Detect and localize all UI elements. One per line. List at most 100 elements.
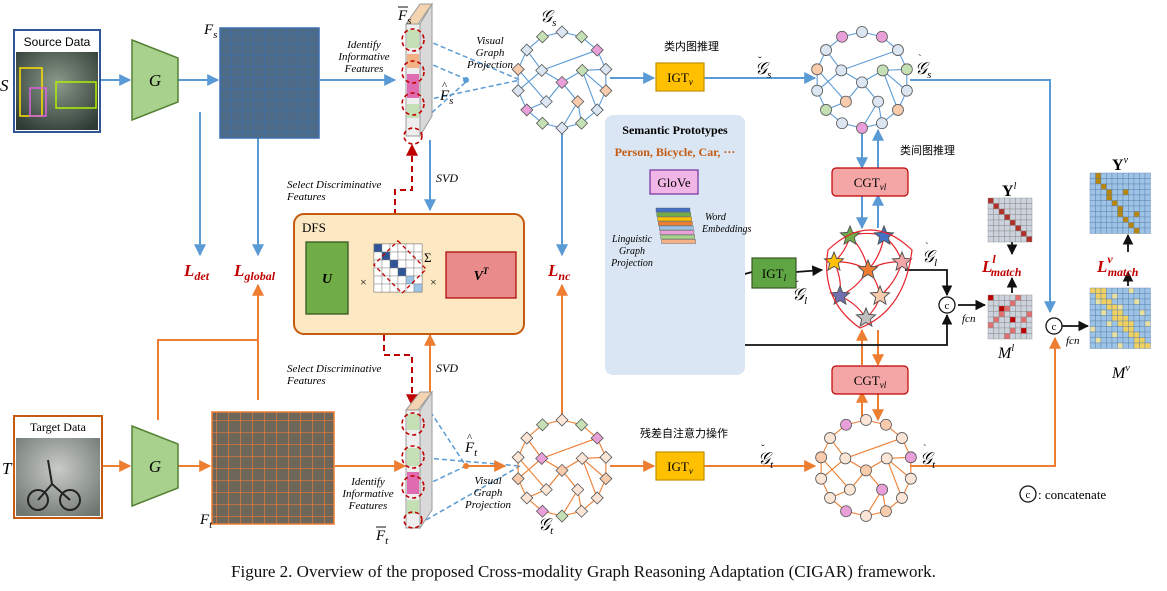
svg-text:Visual: Visual	[476, 35, 503, 47]
svg-text:Linguistic: Linguistic	[611, 234, 653, 245]
target-generator: G	[131, 424, 179, 508]
svg-text:Identify: Identify	[350, 476, 385, 488]
svg-text:Graph: Graph	[476, 47, 505, 59]
target-data-label: Target Data	[30, 420, 87, 434]
loss-match-v: Lv match	[1096, 252, 1139, 279]
concat-node-v: c	[1045, 317, 1063, 335]
svg-text:`: `	[925, 241, 929, 253]
y-l-label: Yl	[1002, 181, 1017, 200]
svg-text:×: ×	[360, 275, 367, 289]
svg-text:Select Discriminative: Select Discriminative	[287, 179, 382, 191]
concat-node-l: c	[938, 296, 956, 314]
reasoned-linguistic-graph	[823, 224, 913, 329]
select-text-source: Select Discriminative Features	[286, 179, 382, 203]
svg-text:G: G	[149, 71, 161, 90]
svg-text:Visual: Visual	[474, 475, 501, 487]
loss-global: Lglobal	[233, 261, 276, 283]
source-arrows	[100, 72, 1056, 314]
source-domain-symbol: S	[0, 76, 9, 95]
cigar-framework-diagram: Source Data S Target Data T G G Fs Ft	[0, 2, 1151, 547]
svg-text:Word: Word	[705, 212, 727, 223]
source-feature-stack	[401, 2, 433, 145]
dfs-title: DFS	[302, 220, 326, 235]
svd-label-source: SVD	[436, 171, 458, 185]
svg-text:ˇ: ˇ	[758, 55, 762, 67]
svg-text:IGTv: IGTv	[667, 70, 693, 87]
source-data-label: Source Data	[24, 35, 91, 49]
svd-label-target: SVD	[436, 361, 458, 375]
svg-text:Projection: Projection	[610, 258, 653, 269]
fcn-label-v: fcn	[1066, 335, 1080, 347]
projection-dashes	[425, 39, 521, 521]
svg-text:Informative: Informative	[337, 51, 389, 63]
fcn-label-l: fcn	[962, 313, 976, 325]
target-feature-map	[211, 411, 335, 525]
svg-text:`: `	[918, 53, 922, 65]
gl-final-label: 𝒢l	[922, 247, 937, 269]
target-bar-f-label: Ft	[375, 528, 389, 547]
source-feature-label: Fs	[203, 22, 217, 41]
gt-reasoned-label: 𝒢t	[758, 449, 774, 471]
residual-attention-label: 残差自注意力操作	[640, 426, 728, 440]
cgt-vl-source: CGTvl	[831, 167, 909, 197]
projection-text-source: Visual Graph Projection	[466, 35, 514, 71]
source-generator: G	[131, 38, 179, 122]
svg-text:: concatenate: : concatenate	[1038, 487, 1106, 502]
svg-text:Graph: Graph	[474, 487, 503, 499]
reasoned-graph-target	[815, 414, 917, 522]
igt-v-target: IGTv	[655, 451, 705, 481]
svg-text:Embeddings: Embeddings	[701, 224, 752, 235]
target-image	[16, 438, 100, 516]
identify-text-source: Identify Informative Features	[337, 39, 389, 75]
m-l-label: Ml	[997, 343, 1014, 362]
svg-text:Features: Features	[286, 375, 326, 387]
svg-text:c: c	[1052, 321, 1057, 333]
svg-text:ˇ: ˇ	[795, 279, 799, 291]
match-matrix-m-v	[1089, 287, 1151, 349]
loss-det: Ldet	[183, 261, 210, 283]
svg-text:Projection: Projection	[466, 59, 514, 71]
gt-final-label: 𝒢t	[920, 449, 936, 471]
source-hat-f-label: Fs	[439, 88, 453, 107]
dfs-module: DFS U × Σ × VT	[293, 213, 525, 335]
svg-text:IGTv: IGTv	[667, 459, 693, 476]
select-text-target: Select Discriminative Features	[286, 363, 382, 387]
svg-text:Informative: Informative	[341, 488, 393, 500]
projection-text-target: Visual Graph Projection	[464, 475, 512, 511]
source-feature-map	[219, 27, 320, 139]
gs-label: 𝒢s	[540, 7, 556, 29]
concatenate-legend: c : concatenate	[1019, 485, 1106, 503]
target-data-panel: Target Data	[13, 415, 103, 519]
gl-reasoned-label: 𝒢l	[792, 285, 807, 307]
svg-text:Graph: Graph	[619, 246, 645, 257]
loss-match-l: Ll match	[981, 252, 1022, 279]
m-v-label: Mv	[1111, 363, 1130, 382]
inter-class-label: 类间图推理	[900, 143, 955, 157]
svg-text:CGTvl: CGTvl	[854, 373, 887, 390]
svg-text:Features: Features	[348, 500, 388, 512]
svg-text:Identify: Identify	[346, 39, 381, 51]
cgt-vl-target: CGTvl	[831, 365, 909, 395]
svg-text:Projection: Projection	[464, 499, 512, 511]
svg-text:Σ: Σ	[424, 250, 432, 265]
igt-l: IGTl	[751, 257, 797, 289]
identify-text-target: Identify Informative Features	[341, 476, 393, 512]
svg-text:Select Discriminative: Select Discriminative	[287, 363, 382, 375]
match-matrix-m-l	[987, 294, 1033, 340]
source-bar-f-label: Fs	[397, 8, 411, 27]
svg-text:Features: Features	[344, 63, 384, 75]
svg-text:G: G	[149, 457, 161, 476]
y-v-label: Yv	[1112, 155, 1129, 174]
semantic-title: Semantic Prototypes	[622, 123, 728, 137]
svg-text:c: c	[1026, 489, 1031, 501]
svg-text:IGTl: IGTl	[762, 266, 787, 283]
igt-v-source: IGTv	[655, 62, 705, 92]
svg-text:^: ^	[442, 80, 448, 92]
reasoned-graph-source	[811, 26, 913, 134]
svg-text:×: ×	[430, 275, 437, 289]
visual-graph-source	[511, 25, 613, 135]
target-feature-label: Ft	[199, 512, 213, 531]
semantic-prototypes-panel: Semantic Prototypes Person, Bicycle, Car…	[605, 115, 752, 375]
svg-text:^: ^	[467, 432, 473, 444]
label-matrix-y-l	[987, 197, 1033, 243]
